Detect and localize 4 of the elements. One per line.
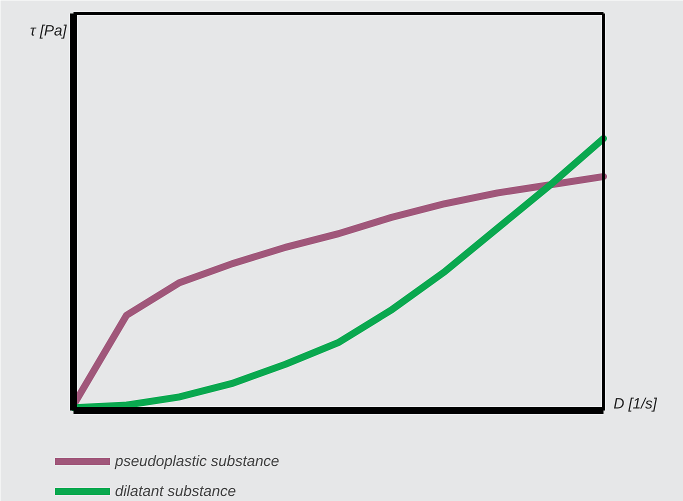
legend-label: pseudoplastic substance bbox=[115, 452, 280, 470]
text: τ [Pa] bbox=[30, 22, 68, 40]
x-axis-title: D [1/s] bbox=[614, 396, 658, 412]
legend-label: dilatant substance bbox=[115, 482, 236, 500]
